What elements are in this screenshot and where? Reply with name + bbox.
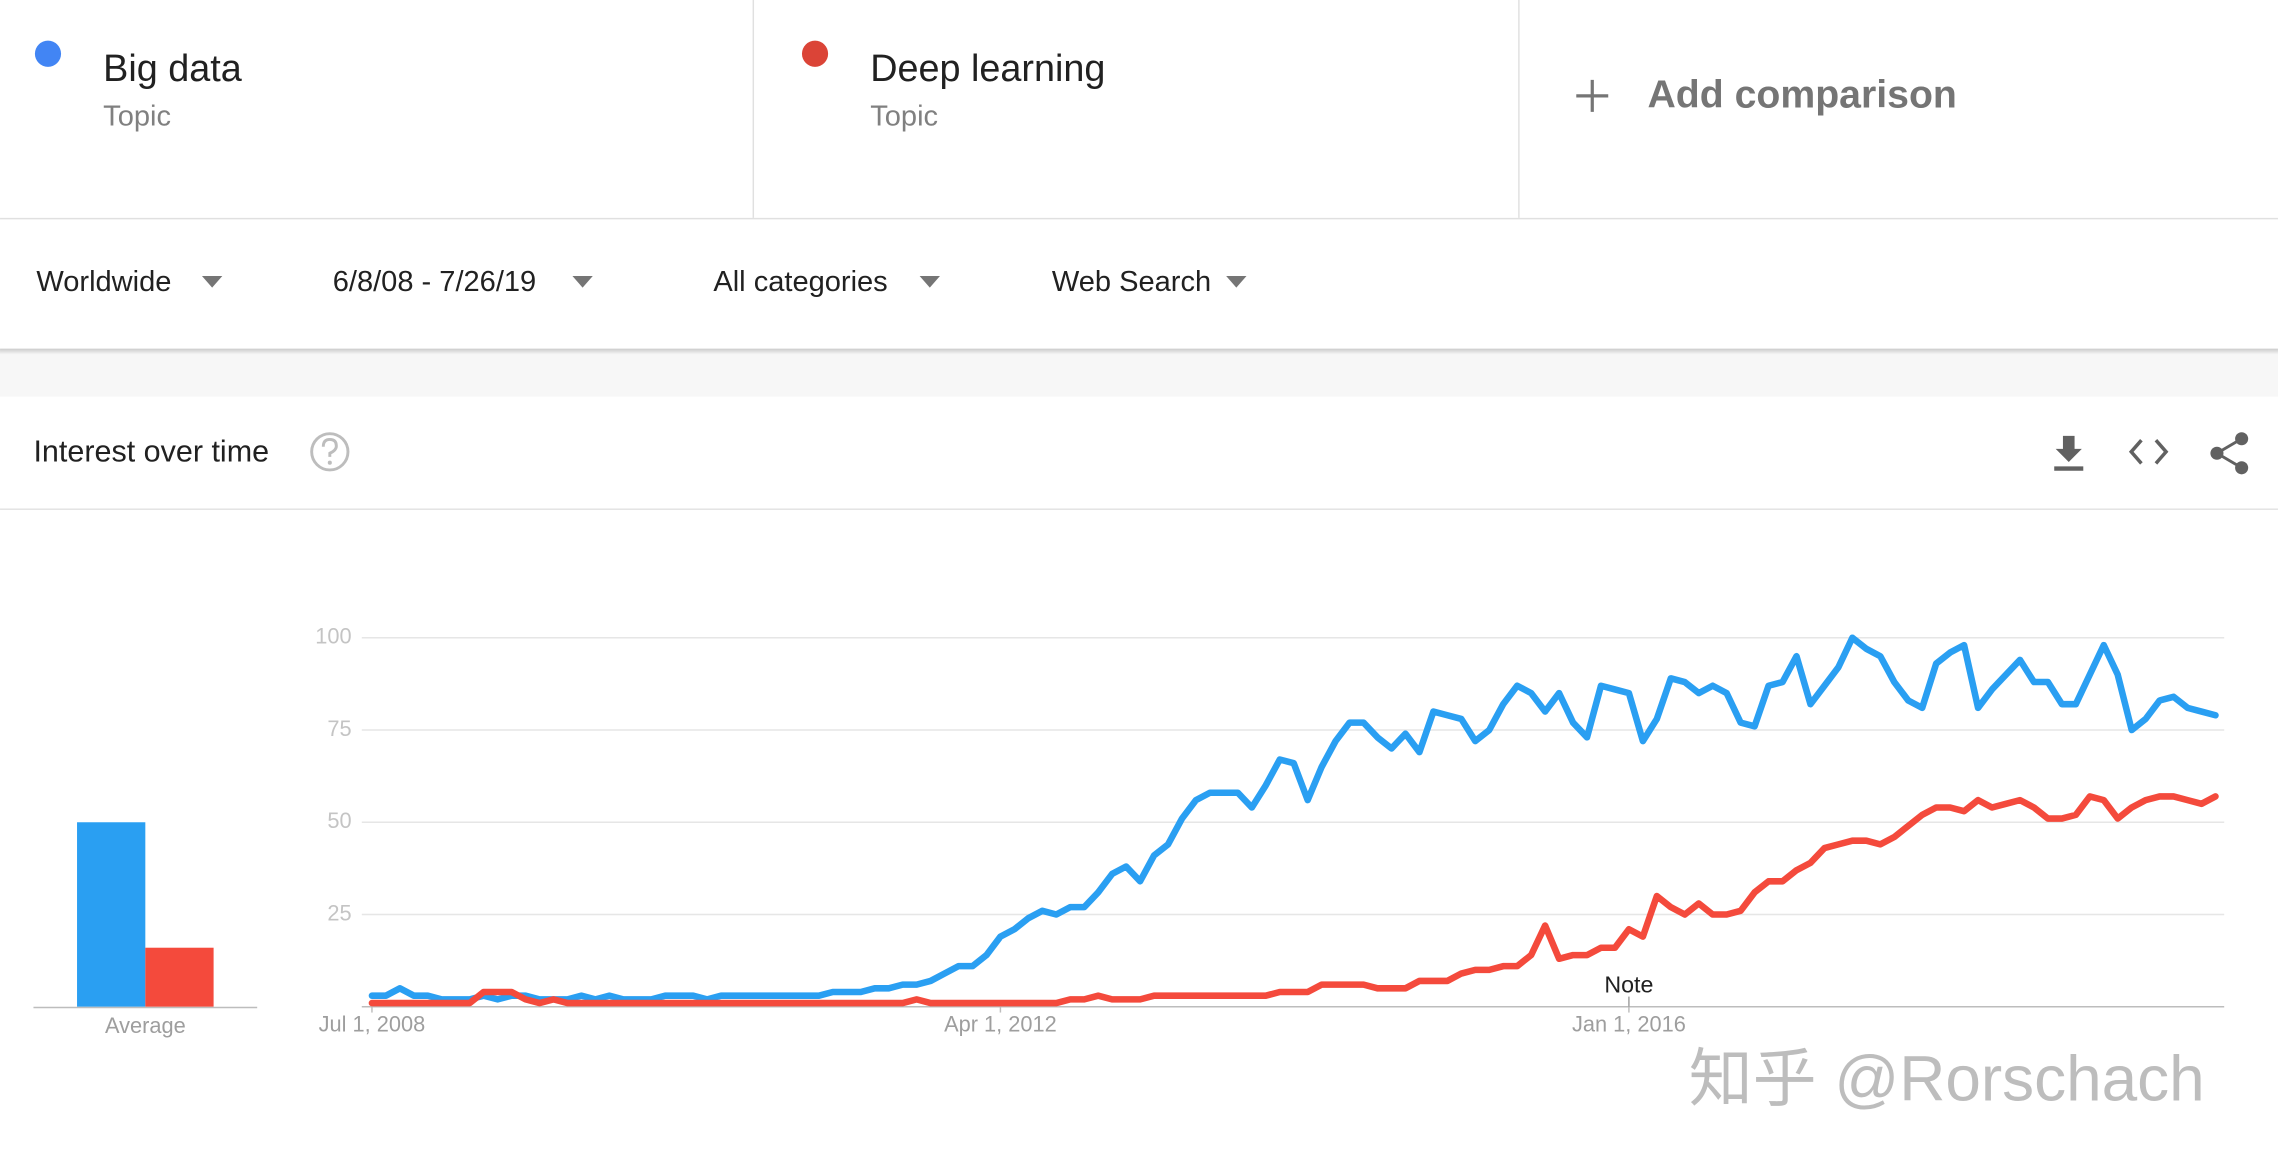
term-header: Big data Topic Deep learning Topic Add c… [0,0,2278,220]
dropdown-arrow [201,276,223,288]
add-comparison-label: Add comparison [1647,73,1956,117]
term-name: Deep learning [870,48,1105,90]
y-tick-label: 25 [327,900,351,925]
panel-header: Interest over time [0,432,2278,510]
average-bar [145,947,214,1007]
term-card[interactable]: Big data Topic [34,40,242,133]
share-link [2214,437,2243,470]
x-tick-label: Jan 1, 2016 [1572,1011,1686,1036]
filter-label: Web Search [1052,266,1211,298]
embed-icon[interactable] [2128,439,2169,465]
x-tick-label: Average [105,1013,186,1038]
charts: Average 25 50 75 100 Jul 1, 2008 Apr 1, 2012 Ja… [33,624,2225,1038]
filter-dropdown[interactable]: Worldwide [36,266,223,298]
term-type: Topic [103,100,171,132]
term-card[interactable]: Deep learning Topic [801,40,1105,133]
term-dot [34,40,62,67]
help-circle [310,432,350,472]
filter-label: Worldwide [36,266,171,298]
term-dot [801,40,829,67]
dropdown-arrow [1226,276,1247,288]
download-icon[interactable] [2054,435,2084,471]
dropdown-arrow [919,276,940,288]
trend-line [368,634,2219,1003]
panel-title: Interest over time [33,434,269,468]
trend-line [368,793,2219,1007]
filter-dropdown[interactable]: 6/8/08 - 7/26/19 [333,266,593,298]
filter-dropdown[interactable]: Web Search [1052,266,1247,298]
y-tick-label: 75 [327,716,351,741]
add-comparison-button[interactable]: Add comparison [1576,73,1957,117]
help-icon[interactable] [310,432,350,472]
annotation: Note [1604,972,1653,998]
filter-dropdown[interactable]: All categories [713,266,940,298]
y-tick-label: 50 [327,808,351,833]
watermark: 知乎 @Rorschach [1689,1043,2205,1115]
term-name: Big data [103,48,242,90]
filter-label: All categories [713,266,887,298]
share-icon[interactable] [2210,432,2249,475]
page-gap [0,348,2278,397]
x-tick-label: Apr 1, 2012 [944,1011,1057,1036]
shadow [0,348,2278,355]
help-glyph [321,438,338,457]
x-tick-label: Jul 1, 2008 [319,1011,426,1036]
filter-label: 6/8/08 - 7/26/19 [333,266,536,298]
dropdown-arrow [572,276,593,288]
plus-icon [1576,79,1609,112]
filter-bar: Worldwide 6/8/08 - 7/26/19 All categorie… [36,266,1247,298]
average-bar [77,822,146,1007]
help-glyph [327,460,332,465]
term-type: Topic [870,100,938,132]
y-tick-label: 100 [315,624,351,649]
